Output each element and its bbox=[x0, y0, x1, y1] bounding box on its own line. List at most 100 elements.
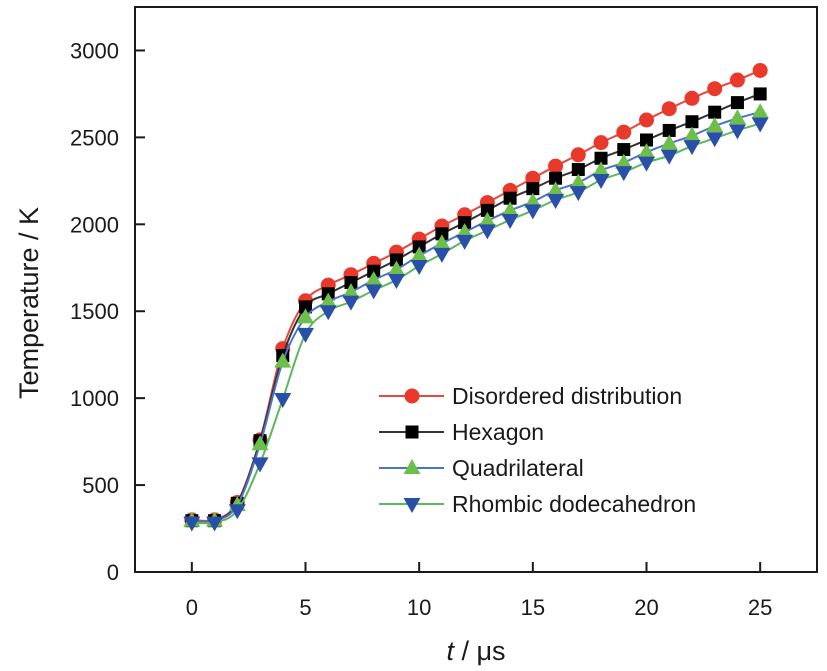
data-point-triangle-down bbox=[183, 516, 201, 532]
data-point-triangle-down bbox=[297, 327, 314, 343]
data-point-triangle-down bbox=[387, 273, 405, 289]
legend-item: Disordered distribution bbox=[379, 383, 682, 409]
legend: Disordered distribution Hexagon Quadrilate… bbox=[379, 383, 696, 517]
data-point-square bbox=[640, 133, 653, 147]
data-point-square bbox=[571, 163, 585, 177]
data-point-square bbox=[753, 87, 767, 101]
y-tick-label: 2000 bbox=[70, 212, 119, 237]
y-tick-label: 1000 bbox=[70, 386, 119, 411]
data-point-triangle-down bbox=[456, 234, 474, 250]
x-axis: 0 5 10 15 20 25 bbox=[186, 562, 772, 620]
data-point-triangle-up bbox=[569, 173, 587, 189]
data-point-triangle-up bbox=[547, 181, 565, 197]
data-point-triangle-down bbox=[706, 132, 724, 148]
legend-label: Quadrilateral bbox=[452, 455, 584, 481]
data-point-triangle-down bbox=[251, 457, 269, 473]
legend-label: Rhombic dodecahedron bbox=[452, 491, 696, 517]
data-point-square bbox=[685, 115, 699, 129]
legend-marker-triangle-up bbox=[403, 459, 421, 474]
y-axis: 0 500 1000 1500 2000 2500 3000 bbox=[70, 38, 145, 585]
data-point-triangle-up bbox=[660, 134, 678, 150]
data-point-square bbox=[708, 105, 722, 119]
data-point-triangle-up bbox=[683, 126, 701, 142]
data-point-triangle-up bbox=[592, 161, 610, 177]
data-point-triangle-up bbox=[615, 153, 633, 169]
data-point-triangle-down bbox=[592, 173, 610, 189]
legend-item: Hexagon bbox=[379, 419, 544, 445]
y-axis-title: Temperature / K bbox=[14, 207, 44, 399]
series-quadrilateral bbox=[183, 103, 769, 527]
data-point-triangle-down bbox=[365, 284, 383, 300]
data-point-square bbox=[389, 253, 403, 267]
data-point-square bbox=[344, 276, 358, 290]
data-point-square bbox=[299, 300, 312, 314]
data-point-triangle-down bbox=[728, 124, 746, 140]
data-point-triangle-down bbox=[228, 504, 246, 520]
legend-marker-circle bbox=[404, 388, 420, 404]
data-point-triangle-up bbox=[638, 143, 655, 159]
data-point-square bbox=[617, 143, 631, 157]
data-point-triangle-down bbox=[615, 166, 633, 182]
x-tick-label: 25 bbox=[748, 595, 772, 620]
data-point-triangle-up bbox=[387, 260, 405, 276]
data-point-circle bbox=[570, 147, 586, 163]
series-rhombic-dodecahedron bbox=[183, 117, 769, 532]
data-point-circle bbox=[752, 62, 768, 78]
data-point-triangle-down bbox=[501, 213, 519, 229]
data-point-triangle-up bbox=[478, 211, 496, 227]
data-point-triangle-down bbox=[478, 224, 496, 240]
data-point-triangle-up bbox=[297, 308, 314, 324]
data-point-triangle-up bbox=[410, 246, 428, 262]
data-point-triangle-up bbox=[456, 223, 474, 239]
data-point-circle bbox=[729, 72, 745, 88]
data-point-triangle-up bbox=[251, 435, 269, 451]
data-point-square bbox=[435, 227, 449, 241]
x-tick-label: 10 bbox=[407, 595, 431, 620]
data-point-triangle-up bbox=[365, 270, 383, 286]
data-point-triangle-up bbox=[706, 117, 724, 133]
legend-marker-square bbox=[405, 425, 419, 439]
data-point-triangle-up bbox=[433, 234, 451, 250]
series-layer bbox=[183, 62, 769, 532]
data-point-triangle-down bbox=[319, 305, 337, 321]
data-point-triangle-up bbox=[728, 109, 746, 125]
data-point-triangle-up bbox=[274, 352, 292, 368]
data-point-circle bbox=[639, 112, 654, 128]
data-point-triangle-down bbox=[569, 186, 587, 202]
y-tick-label: 0 bbox=[107, 560, 119, 585]
legend-marker-triangle-down bbox=[403, 498, 421, 513]
plot-frame bbox=[134, 6, 818, 573]
data-point-triangle-down bbox=[660, 149, 678, 165]
data-point-triangle-up bbox=[319, 292, 337, 308]
x-tick-label: 0 bbox=[186, 595, 198, 620]
data-point-triangle-down bbox=[638, 156, 655, 172]
y-tick-label: 2500 bbox=[70, 125, 119, 150]
data-point-square bbox=[526, 182, 540, 196]
data-point-square bbox=[480, 203, 494, 217]
data-point-triangle-down bbox=[274, 393, 292, 409]
data-point-triangle-down bbox=[206, 516, 224, 532]
data-point-triangle-down bbox=[547, 193, 565, 209]
series-line bbox=[191, 69, 761, 523]
data-point-square bbox=[549, 171, 563, 185]
data-point-circle bbox=[616, 124, 632, 140]
data-point-square bbox=[662, 123, 676, 137]
data-point-circle bbox=[661, 101, 677, 117]
data-point-circle bbox=[684, 90, 700, 106]
legend-item: Quadrilateral bbox=[379, 455, 584, 481]
x-tick-label: 15 bbox=[521, 595, 545, 620]
data-point-square bbox=[458, 216, 472, 230]
data-point-triangle-down bbox=[524, 204, 542, 220]
x-tick-label: 5 bbox=[299, 595, 311, 620]
data-point-circle bbox=[593, 135, 609, 151]
x-axis-title-variable: t bbox=[446, 636, 455, 666]
data-point-circle bbox=[548, 158, 564, 174]
data-point-circle bbox=[707, 81, 723, 97]
data-point-triangle-down bbox=[433, 247, 451, 263]
data-point-triangle-down bbox=[683, 140, 701, 156]
data-point-triangle-up bbox=[524, 192, 542, 208]
legend-item: Rhombic dodecahedron bbox=[379, 491, 696, 517]
x-axis-title-unit: / μs bbox=[454, 636, 506, 666]
data-point-square bbox=[730, 96, 744, 110]
